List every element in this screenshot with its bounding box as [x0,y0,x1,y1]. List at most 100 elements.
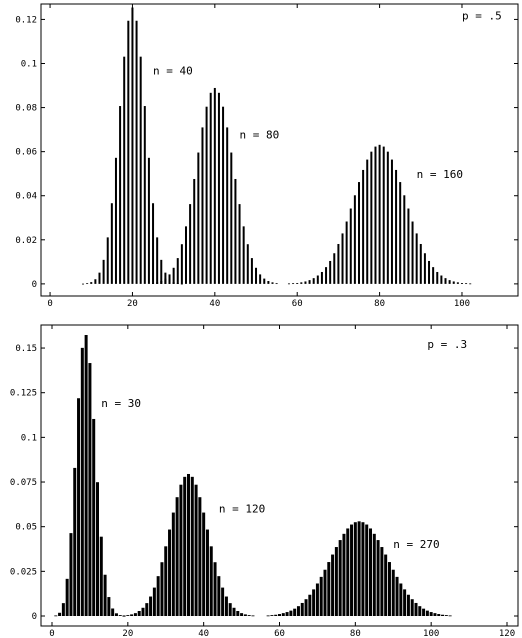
bar [366,159,369,284]
x-tick-label: 60 [274,629,285,638]
bar [465,283,468,285]
bar [222,106,225,284]
series-label: n = 80 [240,128,280,141]
bar [329,260,332,284]
bar [418,606,422,616]
bar [94,279,97,284]
bar [118,615,122,616]
bar [287,283,290,285]
bar [82,283,85,285]
bar [197,152,200,284]
bar [319,576,323,616]
y-tick-label: 0.04 [15,192,37,202]
bar [300,282,303,284]
bar [189,204,192,284]
bar [267,281,270,284]
x-tick-label: 120 [499,629,515,638]
y-tick-label: 0.02 [15,236,37,246]
bar [202,512,206,616]
bar [228,603,232,616]
bar [395,169,398,284]
bar [369,528,373,616]
bar [429,612,433,616]
x-tick-label: 20 [127,299,138,309]
bar [92,418,96,616]
y-tick-label: 0.125 [10,389,37,399]
bar [201,127,204,284]
bar [353,522,357,616]
y-tick-label: 0.1 [21,433,37,443]
bar [469,283,472,285]
bar [111,608,115,616]
bar [251,615,255,617]
y-tick-label: 0.075 [10,478,37,488]
bar [168,274,171,284]
bar [156,237,159,284]
bar [160,281,163,284]
bar [194,484,198,616]
bar [327,562,331,616]
bar [346,528,350,616]
bar [275,283,278,285]
x-tick-label: 60 [292,299,303,309]
bar [205,106,208,284]
bar [205,529,209,616]
bar [448,615,452,617]
bar [387,562,391,616]
bar [293,608,297,616]
bar [130,614,134,616]
bar [281,613,285,616]
x-tick-label: 0 [47,299,52,309]
bar [410,599,414,616]
bar [331,554,335,616]
bar [110,203,113,284]
bar [73,467,77,616]
bar [123,56,126,284]
bar [341,233,344,284]
bar [320,271,323,284]
bar [419,243,422,284]
bar [403,195,406,284]
bar [266,615,270,617]
bar [441,614,445,616]
bar [236,610,240,616]
bar [384,554,388,616]
bar [296,282,299,284]
bar [213,87,216,284]
bar [183,476,187,616]
y-tick-label: 0.06 [15,148,37,158]
bar [95,482,99,616]
bar [221,587,225,616]
x-tick-label: 0 [49,629,54,638]
bar [353,195,356,284]
plot-frame [40,3,519,297]
bar [160,259,163,284]
bar [152,283,155,285]
bar [137,610,141,616]
bar [77,398,81,616]
bar [80,347,84,616]
bar [378,144,381,284]
bar [390,159,393,284]
chart-title: p = .3 [427,338,467,351]
bar [242,226,245,284]
bar [209,92,212,284]
bar [380,547,384,616]
bar [304,599,308,616]
bar [119,106,122,284]
bar [230,152,233,284]
bar [243,614,247,616]
series-label: n = 30 [101,397,141,410]
bar [164,272,167,284]
bar [362,169,365,284]
bar [54,615,58,617]
bar [135,20,138,284]
bar [180,244,183,284]
bar [145,603,149,616]
bar [333,253,336,284]
bar [61,603,65,616]
bar [127,20,130,284]
bar [316,275,319,284]
bar [411,221,414,284]
bar [250,258,253,284]
